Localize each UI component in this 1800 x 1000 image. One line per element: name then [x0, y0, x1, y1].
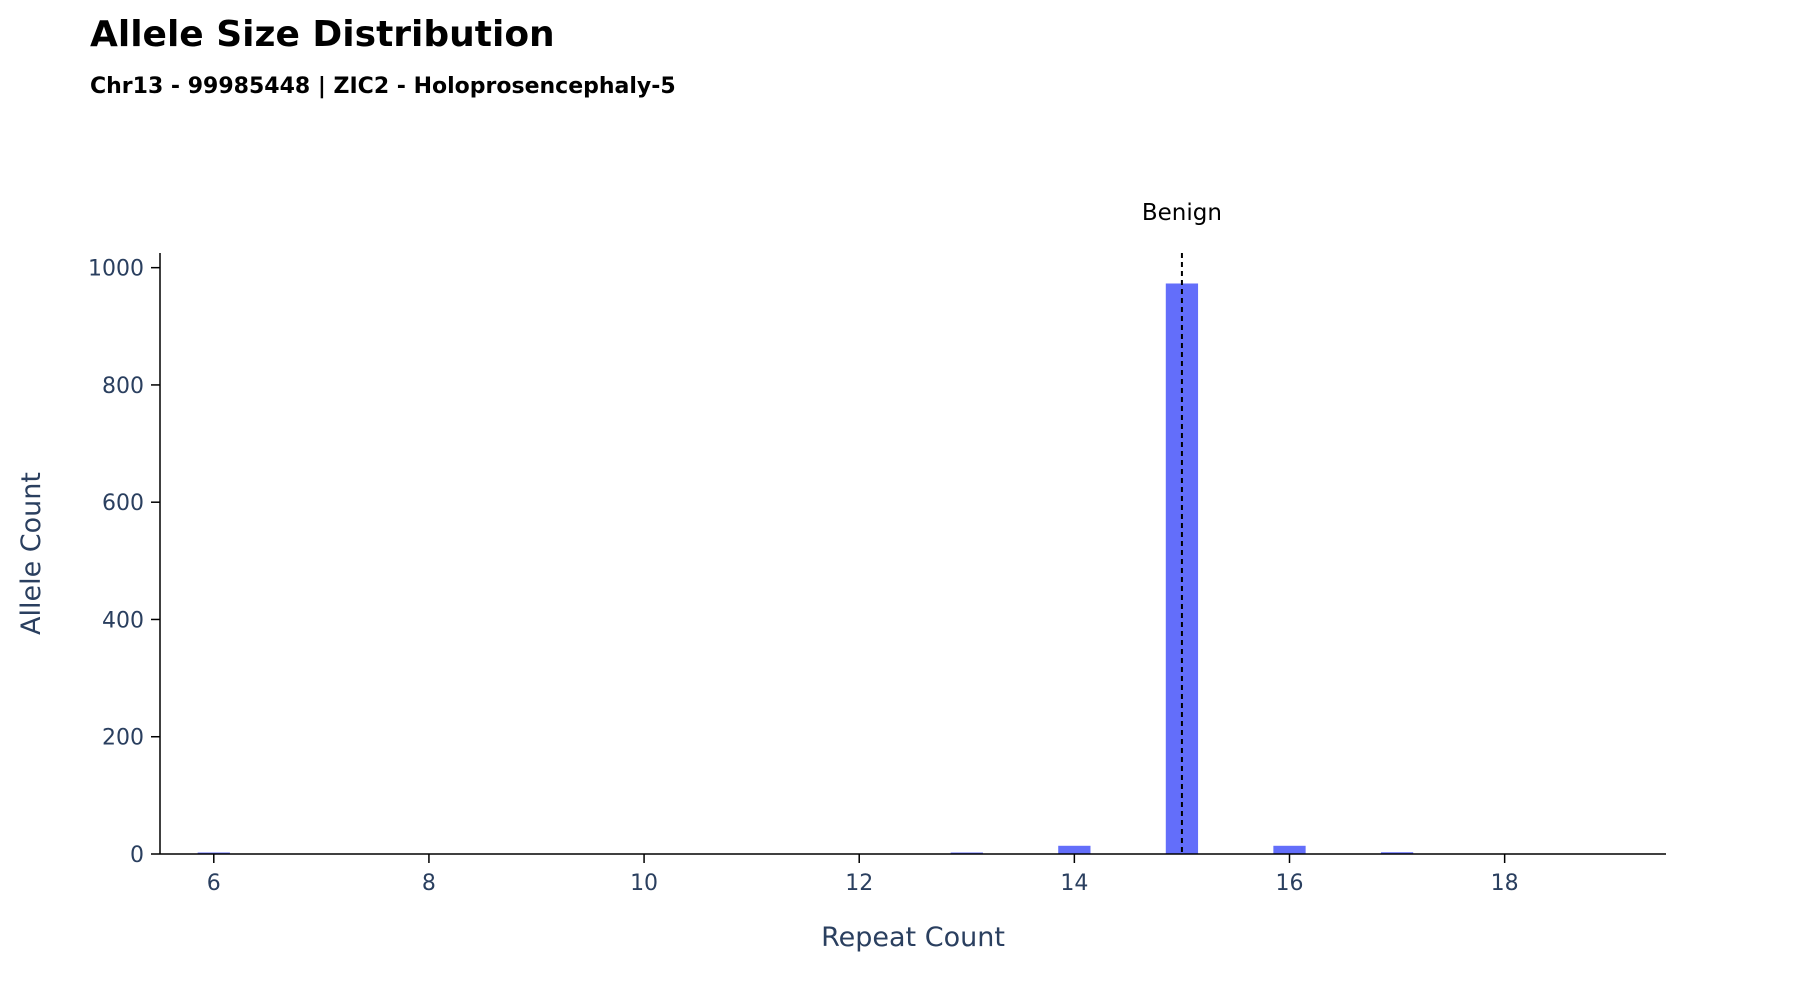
y-tick-label: 0: [130, 843, 144, 868]
bar-repeat-16: [1273, 845, 1306, 854]
y-tick-label: 600: [102, 491, 144, 516]
x-tick-label: 10: [630, 871, 658, 896]
x-tick-label: 6: [207, 871, 221, 896]
x-tick-label: 12: [845, 871, 873, 896]
bar-repeat-14: [1058, 845, 1091, 854]
y-axis-label: Allele Count: [16, 472, 47, 635]
y-tick-label: 1000: [88, 257, 144, 282]
y-tick-label: 800: [102, 374, 144, 399]
chart-subtitle: Chr13 - 99985448 | ZIC2 - Holoprosenceph…: [90, 74, 676, 99]
reference-lines: Benign: [1142, 200, 1222, 854]
chart-title: Allele Size Distribution: [90, 14, 555, 55]
bar-series: [197, 283, 1414, 854]
bar-repeat-17: [1380, 852, 1414, 854]
y-tick-label: 200: [102, 726, 144, 751]
x-axis-label: Repeat Count: [821, 922, 1005, 953]
x-tick-label: 16: [1276, 871, 1304, 896]
x-tick-label: 14: [1060, 871, 1088, 896]
y-tick-label: 400: [102, 608, 144, 633]
x-tick-label: 18: [1491, 871, 1519, 896]
y-axis-ticks: 0 200 400 600 800 1000: [88, 257, 160, 868]
x-axis-ticks: 6 8 10 12 14 16 18: [207, 854, 1519, 896]
x-tick-label: 8: [422, 871, 436, 896]
reference-line-label: Benign: [1142, 200, 1222, 226]
